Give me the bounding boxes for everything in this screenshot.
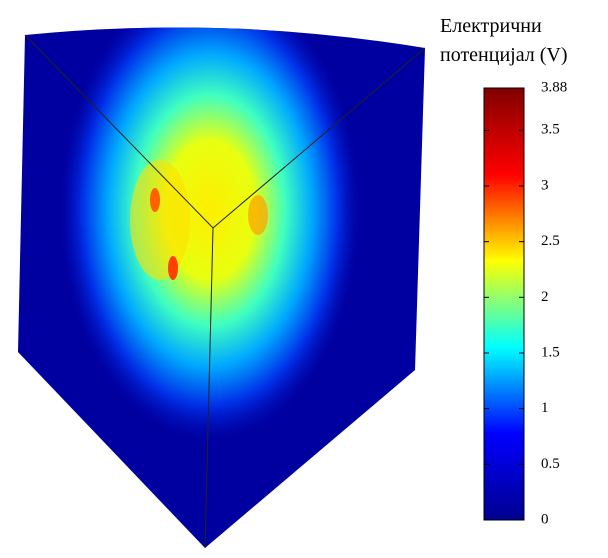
tick-label: 1.5	[541, 344, 560, 360]
tick-label: 2.5	[541, 233, 560, 249]
tick-label: 1	[541, 400, 549, 416]
colorbar-title: Електрични потенцијал (V)	[440, 15, 568, 66]
tick-label: 3	[541, 177, 549, 193]
tick-label: 0.5	[541, 456, 560, 472]
tick-label: 2	[541, 289, 549, 305]
tick-label: 0	[541, 511, 549, 527]
tick-label: 3.5	[541, 122, 560, 138]
colorbar	[483, 87, 525, 521]
wedge-edges	[24, 34, 426, 549]
field-plot	[18, 27, 425, 549]
tick-label: 3.88	[541, 79, 567, 95]
